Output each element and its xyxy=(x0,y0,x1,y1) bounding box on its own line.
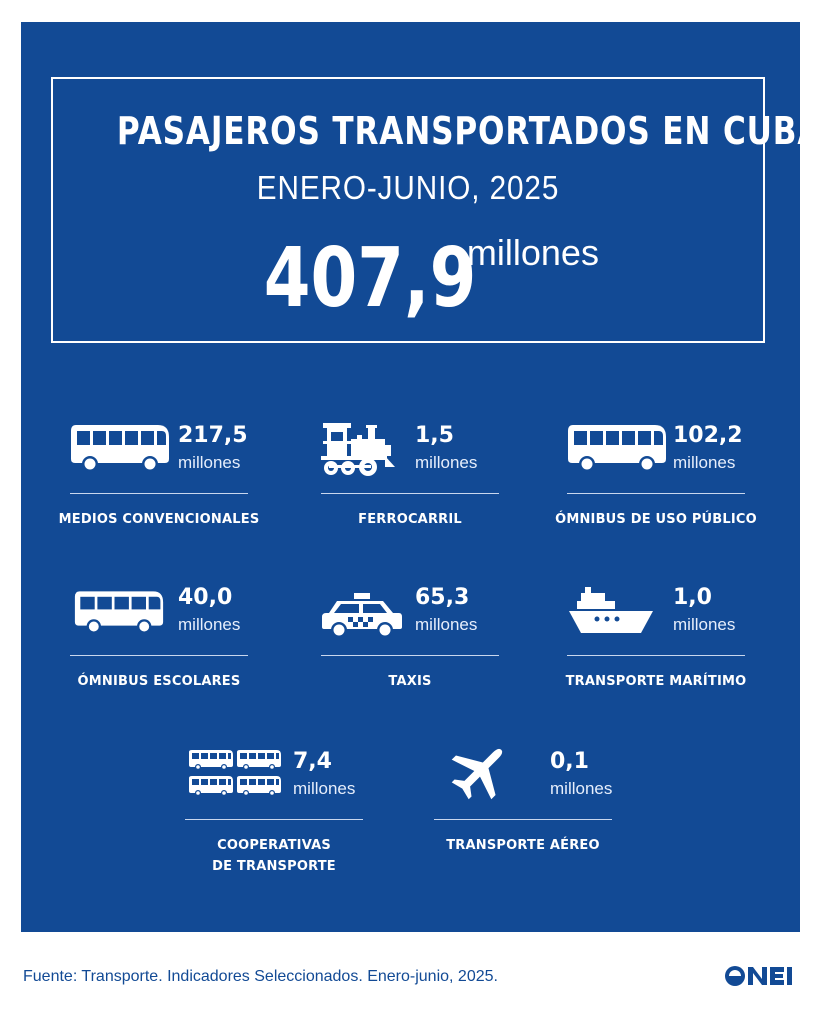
stat-label: FERROCARRIL xyxy=(358,512,462,527)
stat-label: TAXIS xyxy=(388,674,432,689)
bus-icon xyxy=(74,591,164,634)
period-subtitle: ENERO-JUNIO, 2025 xyxy=(256,169,560,206)
stat-taxis: 65,3 millones TAXIS xyxy=(321,585,501,695)
stat-omnibus-escolares: 40,0 millones ÓMNIBUS ESCOLARES xyxy=(70,585,250,695)
stat-value: 217,5 xyxy=(178,423,248,448)
onei-logo xyxy=(725,966,792,986)
stat-unit: millones xyxy=(415,615,478,634)
stat-value: 65,3 xyxy=(415,585,470,610)
divider xyxy=(567,655,745,656)
train-icon xyxy=(321,423,395,476)
stat-unit: millones xyxy=(178,615,241,634)
source-note: Fuente: Transporte. Indicadores Seleccio… xyxy=(23,968,498,985)
stat-label: TRANSPORTE AÉREO xyxy=(446,838,600,853)
infographic-panel: PASAJEROS TRANSPORTADOS EN CUBA ENERO-JU… xyxy=(21,22,820,932)
stat-transporte-aereo: 0,1 millones TRANSPORTE AÉREO xyxy=(434,748,614,859)
taxi-icon xyxy=(322,593,402,638)
divider xyxy=(567,493,745,494)
total-value: 407,9 xyxy=(263,231,477,326)
stat-value: 102,2 xyxy=(673,423,743,448)
divider xyxy=(70,493,248,494)
stat-label-line2: DE TRANSPORTE xyxy=(212,859,336,874)
stat-label: MEDIOS CONVENCIONALES xyxy=(58,512,260,527)
stat-label: COOPERATIVAS DE TRANSPORTE xyxy=(165,835,383,877)
stat-omnibus-uso-publico: 102,2 millones ÓMNIBUS DE USO PÚBLICO xyxy=(555,423,757,533)
stat-cooperativas: 7,4 millones COOPERATIVAS DE TRANSPORTE xyxy=(185,749,365,874)
stat-value: 1,5 xyxy=(415,423,454,448)
stat-unit: millones xyxy=(178,453,241,472)
stat-value: 40,0 xyxy=(178,585,233,610)
divider xyxy=(185,819,363,820)
stat-medios-convencionales: 217,5 millones MEDIOS CONVENCIONALES xyxy=(59,423,260,533)
total-unit: millones xyxy=(466,232,599,273)
bus-fleet-icon xyxy=(189,750,281,796)
stat-value: 0,1 xyxy=(550,749,589,774)
stat-unit: millones xyxy=(673,453,736,472)
header-box: PASAJEROS TRANSPORTADOS EN CUBA ENERO-JU… xyxy=(51,77,820,343)
stat-unit: millones xyxy=(415,453,478,472)
bus-icon xyxy=(71,425,169,472)
stat-unit: millones xyxy=(673,615,736,634)
divider xyxy=(434,819,612,820)
bus-icon xyxy=(568,425,666,472)
divider xyxy=(70,655,248,656)
stat-label: ÓMNIBUS ESCOLARES xyxy=(77,674,241,689)
stat-ferrocarril: 1,5 millones FERROCARRIL xyxy=(321,423,501,533)
total-passengers: 407,9 millones xyxy=(53,229,763,329)
stat-value: 7,4 xyxy=(293,749,332,774)
stat-unit: millones xyxy=(550,779,613,798)
stat-transporte-maritimo: 1,0 millones TRANSPORTE MARÍTIMO xyxy=(566,585,747,695)
airplane-icon xyxy=(451,748,503,800)
stat-value: 1,0 xyxy=(673,585,712,610)
divider xyxy=(321,655,499,656)
stat-label-line1: COOPERATIVAS xyxy=(217,838,331,853)
divider xyxy=(321,493,499,494)
ship-icon xyxy=(569,587,653,633)
stat-label: ÓMNIBUS DE USO PÚBLICO xyxy=(555,512,757,527)
stat-label: TRANSPORTE MARÍTIMO xyxy=(565,674,747,689)
page-title: PASAJEROS TRANSPORTADOS EN CUBA xyxy=(116,109,820,153)
stat-unit: millones xyxy=(293,779,356,798)
